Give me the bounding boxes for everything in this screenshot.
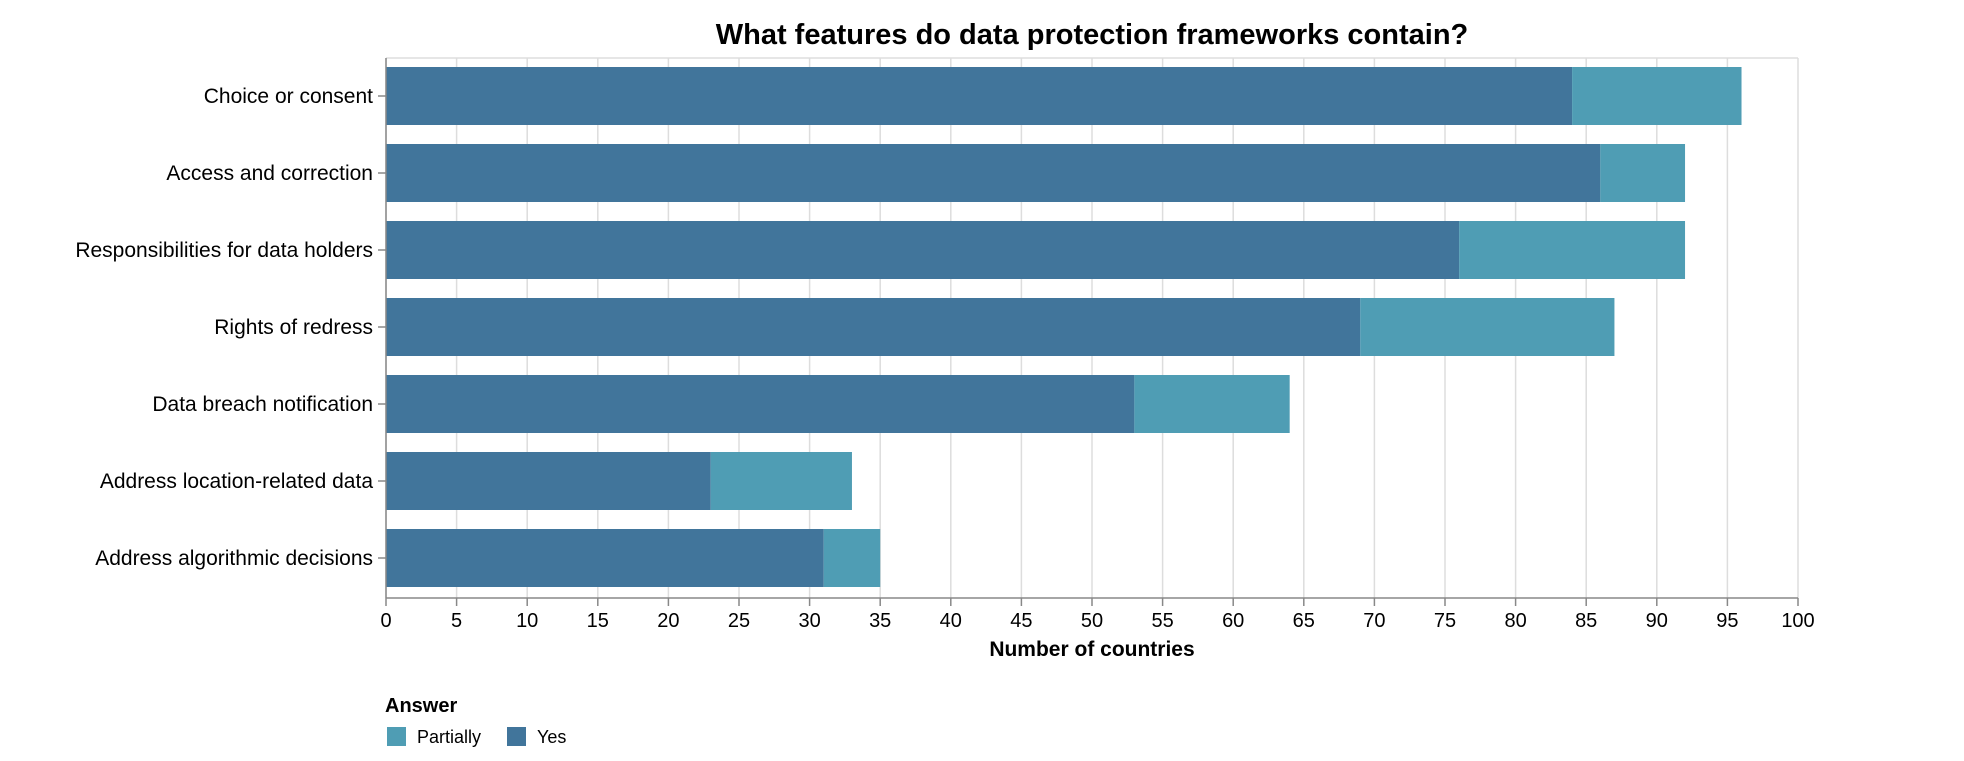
x-tick-label: 15: [587, 610, 609, 632]
bar-partially: [1572, 67, 1742, 125]
legend-swatch-yes: [507, 727, 526, 746]
legend-label-yes: Yes: [537, 727, 566, 747]
bar-yes: [386, 452, 711, 510]
x-tick-label: 5: [451, 610, 462, 632]
x-tick-label: 45: [1010, 610, 1032, 632]
legend-title: Answer: [385, 695, 457, 717]
x-tick-label: 0: [380, 610, 391, 632]
bar-yes: [386, 298, 1361, 356]
x-tick-label: 100: [1781, 610, 1814, 632]
x-tick-label: 90: [1646, 610, 1668, 632]
y-category-label: Access and correction: [166, 162, 373, 185]
y-category-label: Address location-related data: [100, 470, 373, 493]
bars: [386, 67, 1742, 587]
x-tick-label: 25: [728, 610, 750, 632]
y-category-label: Data breach notification: [152, 393, 373, 416]
y-category-label: Address algorithmic decisions: [95, 547, 373, 570]
bar-partially: [1459, 221, 1686, 279]
x-tick-label: 55: [1151, 610, 1173, 632]
bar-partially: [710, 452, 852, 510]
y-category-label: Responsibilities for data holders: [75, 239, 373, 262]
x-tick-label: 65: [1293, 610, 1315, 632]
y-category-label: Rights of redress: [214, 316, 373, 339]
legend-label-partially: Partially: [417, 727, 481, 747]
bar-yes: [386, 375, 1135, 433]
chart-title: What features do data protection framewo…: [716, 19, 1469, 51]
x-tick-label: 50: [1081, 610, 1103, 632]
x-tick-label: 85: [1575, 610, 1597, 632]
x-tick-label: 75: [1434, 610, 1456, 632]
bar-yes: [386, 529, 824, 587]
x-tick-label: 35: [869, 610, 891, 632]
axes: 0 5 10 15 20 25 30 35 40 45 50 55 60 65 70 75 80 85 90 95 10…: [75, 58, 1815, 632]
y-category-label: Choice or consent: [204, 85, 373, 108]
bar-partially: [1600, 144, 1686, 202]
x-tick-label: 30: [798, 610, 820, 632]
bar-yes: [386, 221, 1460, 279]
x-axis-title: Number of countries: [989, 638, 1194, 661]
legend-swatch-partially: [387, 727, 406, 746]
bar-yes: [386, 144, 1601, 202]
x-tick-label: 40: [940, 610, 962, 632]
x-tick-label: 20: [657, 610, 679, 632]
x-tick-label: 70: [1363, 610, 1385, 632]
x-tick-label: 80: [1504, 610, 1526, 632]
x-tick-label: 60: [1222, 610, 1244, 632]
bar-partially: [1134, 375, 1290, 433]
bar-partially: [1360, 298, 1615, 356]
x-tick-label: 95: [1716, 610, 1738, 632]
x-tick-label: 10: [516, 610, 538, 632]
legend: Answer Partially Yes: [385, 695, 566, 747]
bar-partially: [823, 529, 881, 587]
bar-yes: [386, 67, 1573, 125]
